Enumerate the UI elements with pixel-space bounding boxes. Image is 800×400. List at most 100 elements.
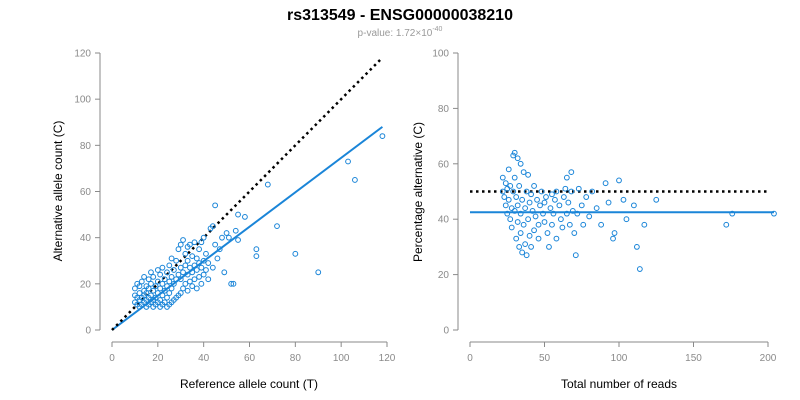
left-data-point	[253, 253, 260, 260]
left-data-point	[159, 280, 166, 287]
right-data-point	[535, 235, 542, 242]
right-x-axis-label: Total number of reads	[561, 377, 677, 391]
left-data-point	[232, 227, 239, 234]
left-data-point	[274, 223, 280, 230]
left-data-point	[189, 269, 196, 276]
right-data-point	[653, 196, 660, 203]
right-data-point	[541, 219, 548, 225]
left-data-point	[180, 285, 186, 292]
right-data-point	[499, 188, 506, 195]
chart-title: rs313549 - ENSG00000038210	[287, 7, 513, 24]
right-data-point	[511, 174, 518, 181]
right-data-point	[520, 169, 527, 176]
left-data-point	[177, 241, 184, 248]
left-data-point	[177, 264, 184, 271]
right-data-point	[513, 235, 520, 242]
left-data-point	[161, 276, 168, 283]
right-y-axis-label: Percentage alternative (C)	[411, 122, 425, 262]
right-data-point	[620, 196, 627, 203]
left-data-point	[203, 250, 209, 257]
right-data-point	[550, 210, 557, 217]
right-data-point	[505, 166, 512, 173]
left-x-tick-label: 120	[379, 353, 396, 364]
right-data-point	[516, 244, 523, 250]
right-data-point	[575, 185, 582, 192]
left-data-point	[193, 255, 200, 262]
left-data-point	[166, 278, 173, 285]
right-data-point	[557, 216, 564, 223]
right-data-point	[544, 230, 551, 236]
left-data-point	[145, 276, 152, 283]
right-points-layer	[499, 149, 777, 272]
right-data-point	[526, 199, 533, 206]
right-data-point	[507, 216, 514, 223]
right-data-point	[514, 219, 521, 225]
left-data-point	[170, 280, 177, 287]
left-data-point	[184, 244, 191, 250]
right-data-point	[623, 216, 630, 223]
right-data-point	[771, 210, 777, 217]
right-data-point	[631, 202, 637, 209]
right-data-point	[517, 160, 524, 167]
right-y-tick-label: 20	[438, 270, 450, 281]
left-data-point	[157, 271, 164, 278]
right-data-point	[583, 194, 590, 200]
left-data-point	[205, 276, 212, 283]
right-data-point	[532, 213, 539, 220]
right-data-point	[589, 188, 596, 195]
right-data-point	[501, 194, 508, 200]
left-data-point	[159, 264, 166, 271]
left-points-layer	[132, 133, 386, 310]
left-x-tick-label: 0	[109, 353, 115, 364]
right-data-point	[611, 230, 618, 236]
right-data-point	[526, 232, 533, 239]
left-data-point	[196, 274, 202, 280]
right-data-point	[517, 210, 524, 217]
right-y-tick-label: 0	[443, 326, 449, 337]
left-data-point	[235, 211, 241, 218]
left-data-point	[191, 276, 198, 283]
left-data-point	[164, 269, 170, 276]
right-data-point	[508, 224, 515, 231]
right-data-point	[723, 221, 730, 228]
left-x-tick-label: 80	[290, 353, 302, 364]
right-data-point	[507, 183, 514, 189]
right-y-tick-label: 60	[438, 159, 450, 170]
right-data-point	[572, 252, 579, 259]
right-data-point	[547, 205, 554, 212]
left-data-point	[138, 278, 145, 285]
left-data-point	[168, 274, 175, 280]
right-x-tick-label: 0	[467, 353, 473, 364]
right-data-point	[519, 249, 526, 256]
left-data-point	[209, 264, 216, 271]
left-y-axis-label: Alternative allele count (C)	[51, 121, 65, 262]
right-panel: 0 50 100 150 200 0 20 40 60 80 100 Total number o…	[411, 49, 777, 391]
right-data-point	[559, 224, 566, 231]
right-x-tick-label: 200	[760, 353, 777, 364]
chart-subtitle: p-value: 1.72×10-40	[358, 26, 443, 39]
left-data-point	[315, 269, 322, 276]
left-data-point	[161, 287, 168, 294]
left-data-point	[230, 280, 237, 287]
right-data-point	[569, 207, 576, 214]
right-data-point	[528, 191, 534, 198]
left-data-point	[182, 250, 189, 257]
left-data-point	[164, 283, 170, 290]
right-data-point	[549, 221, 555, 228]
left-data-point	[221, 269, 228, 276]
left-data-point	[205, 260, 212, 266]
left-x-tick-label: 20	[152, 353, 164, 364]
right-data-point	[578, 202, 585, 209]
right-data-point	[508, 205, 515, 212]
right-data-point	[546, 244, 552, 250]
left-data-point	[191, 239, 198, 246]
left-data-point	[154, 278, 161, 285]
left-fit-line	[111, 126, 384, 331]
right-data-point	[510, 152, 517, 159]
left-data-point	[214, 255, 221, 262]
right-data-point	[531, 183, 537, 189]
right-data-point	[602, 180, 609, 187]
right-data-point	[574, 210, 581, 217]
right-data-point	[586, 213, 593, 220]
left-x-axis-label: Reference allele count (T)	[180, 377, 318, 391]
